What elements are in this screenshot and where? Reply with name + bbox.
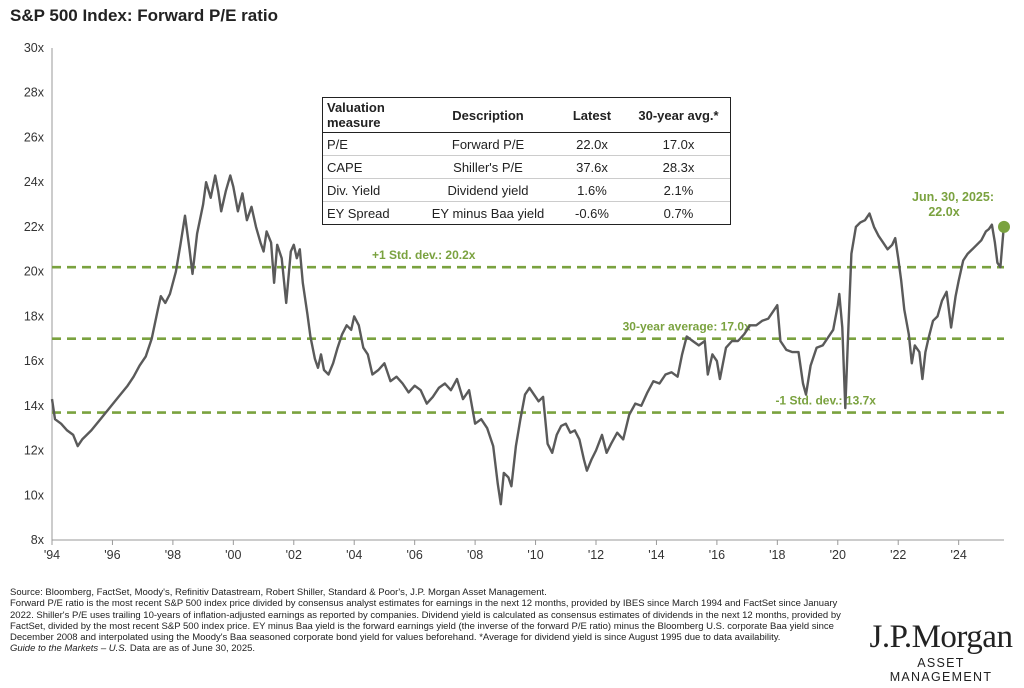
reference-line-label: -1 Std. dev.: 13.7x — [775, 394, 876, 408]
y-tick-label: 28x — [24, 86, 45, 100]
cell-latest: 37.6x — [557, 155, 627, 179]
reference-line-label: 30-year average: 17.0x — [623, 320, 751, 334]
cell-measure: EY Spread — [327, 205, 390, 221]
reference-lines: +1 Std. dev.: 20.2x 30-year average: 17.0… — [52, 248, 1004, 414]
guide-note: Guide to the Markets – U.S. Data are as … — [10, 643, 860, 654]
series-line — [50, 174, 1006, 506]
cell-avg: 0.7% — [663, 205, 694, 221]
header-measure: Valuation measure — [323, 98, 419, 133]
as-of-date: Data are as of June 30, 2025. — [127, 643, 256, 655]
table-row: Div. Yield Dividend yield 1.6% 2.1% — [323, 178, 730, 202]
x-tick-label: '06 — [407, 548, 423, 562]
table-header-row: Valuation measure Description Latest 30-… — [323, 98, 730, 133]
table-row: P/E Forward P/E 22.0x 17.0x — [323, 132, 730, 156]
footnotes: Source: Bloomberg, FactSet, Moody's, Ref… — [10, 587, 860, 655]
x-tick-label: '00 — [225, 548, 241, 562]
y-tick-label: 14x — [24, 399, 45, 413]
series-forward-pe — [50, 174, 1006, 506]
cell-avg: 28.3x — [627, 155, 730, 179]
y-tick-label: 26x — [24, 130, 45, 144]
latest-point-group: Jun. 30, 2025:22.0x — [912, 190, 1010, 233]
y-tick-label: 30x — [24, 41, 45, 55]
cell-avg: 2.1% — [627, 178, 730, 202]
header-description: Description — [419, 98, 557, 133]
x-tick-label: '14 — [648, 548, 664, 562]
y-tick-label: 20x — [24, 265, 45, 279]
y-axis: 8x 10x 12x 14x 16x 18x 20x 22x 24x 26x 28x 30x — [24, 41, 45, 547]
x-tick-label: '96 — [104, 548, 120, 562]
x-tick-label: '20 — [830, 548, 846, 562]
x-tick-label: '16 — [709, 548, 725, 562]
latest-point-date: Jun. 30, 2025: — [912, 190, 994, 204]
cell-latest: 1.6% — [557, 178, 627, 202]
x-tick-label: '04 — [346, 548, 362, 562]
cell-description: Shiller's P/E — [419, 155, 557, 179]
guide-title: Guide to the Markets – U.S. — [10, 643, 128, 655]
reference-line-label: +1 Std. dev.: 20.2x — [372, 248, 476, 262]
valuation-table: Valuation measure Description Latest 30-… — [322, 97, 731, 225]
logo-wordmark: J.P.Morgan — [869, 619, 1013, 655]
x-tick-label: '08 — [467, 548, 483, 562]
y-tick-label: 22x — [24, 220, 45, 234]
x-axis: '94 '96 '98 '00 '02 '04 '06 '08 '10 '12 '14 '16 '18 '… — [44, 540, 967, 562]
logo-subtitle: ASSET MANAGEMENT — [889, 656, 993, 684]
x-tick-label: '98 — [165, 548, 181, 562]
x-tick-label: '12 — [588, 548, 604, 562]
x-tick-label: '18 — [769, 548, 785, 562]
cell-measure: P/E — [323, 132, 419, 156]
y-tick-label: 18x — [24, 309, 45, 323]
latest-point-value: 22.0x — [928, 205, 959, 219]
cell-latest: 22.0x — [557, 132, 627, 156]
methodology-note: Forward P/E ratio is the most recent S&P… — [10, 598, 841, 644]
jpmorgan-logo: J.P.Morgan ASSET MANAGEMENT — [866, 620, 1016, 684]
x-tick-label: '10 — [527, 548, 543, 562]
y-tick-label: 16x — [24, 354, 45, 368]
header-30yr-avg: 30-year avg.* — [627, 98, 730, 133]
x-tick-label: '24 — [951, 548, 967, 562]
x-tick-label: '02 — [286, 548, 302, 562]
cell-avg: 17.0x — [627, 132, 730, 156]
latest-point-marker — [998, 220, 1010, 233]
chart-title: S&P 500 Index: Forward P/E ratio — [10, 6, 278, 25]
y-tick-label: 24x — [24, 175, 45, 189]
x-tick-label: '94 — [44, 548, 60, 562]
table-row: CAPE Shiller's P/E 37.6x 28.3x — [323, 155, 730, 179]
y-tick-label: 12x — [24, 444, 45, 458]
cell-latest: -0.6% — [575, 205, 609, 221]
source-note: Source: Bloomberg, FactSet, Moody's, Ref… — [10, 587, 547, 598]
plot-frame — [51, 48, 1004, 541]
header-latest: Latest — [557, 98, 627, 133]
x-tick-label: '22 — [890, 548, 906, 562]
cell-description: EY minus Baa yield — [431, 205, 545, 221]
cell-measure: CAPE — [323, 155, 419, 179]
y-tick-label: 10x — [24, 488, 45, 502]
table-row: EY Spread EY minus Baa yield -0.6% 0.7% — [323, 202, 730, 225]
cell-description: Forward P/E — [419, 132, 557, 156]
y-tick-label: 8x — [31, 533, 45, 547]
cell-description: Dividend yield — [419, 178, 557, 202]
cell-measure: Div. Yield — [323, 178, 419, 202]
